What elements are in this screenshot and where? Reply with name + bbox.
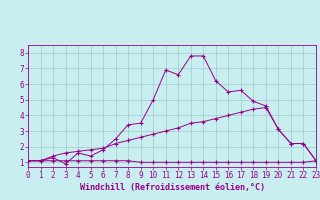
X-axis label: Windchill (Refroidissement éolien,°C): Windchill (Refroidissement éolien,°C): [79, 183, 265, 192]
